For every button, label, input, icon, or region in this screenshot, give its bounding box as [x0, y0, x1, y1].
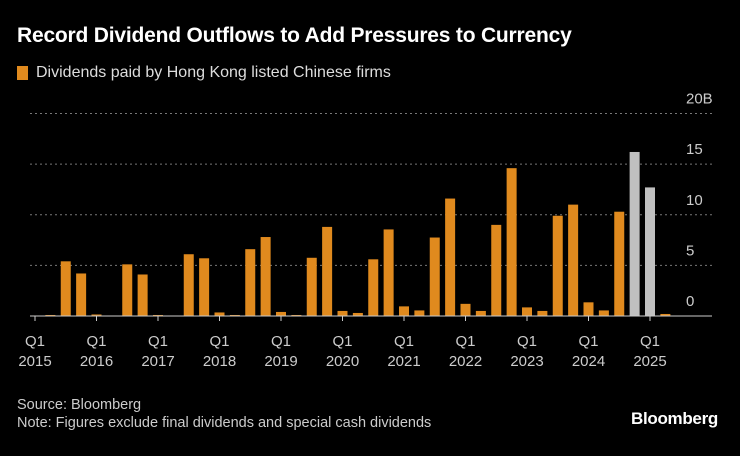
bar-q4-2016	[137, 274, 148, 316]
bar-q3-2024	[614, 211, 625, 316]
x-tick-label-year: 2023	[510, 353, 543, 370]
bar-chart: 0 5 10 15 20B Q1 2015 Q1 2016 Q1 2017 Q1 2018 Q1 2019 Q…	[18, 91, 713, 371]
bar-q1-2021	[399, 306, 409, 316]
bar-q1-2025	[645, 187, 655, 316]
bar-q3-2021	[429, 237, 440, 316]
x-tick-label-quarter: Q1	[148, 333, 168, 350]
bar-q1-2019	[276, 311, 286, 316]
x-tick-label-quarter: Q1	[394, 333, 414, 350]
bar-q3-2019	[306, 257, 317, 316]
bar-q4-2021	[445, 198, 456, 316]
bar-q1-2023	[522, 307, 532, 316]
bar-q2-2025	[660, 313, 671, 316]
x-tick-label-quarter: Q1	[332, 333, 352, 350]
bar-q4-2020	[383, 229, 394, 316]
bar-q2-2018	[229, 314, 240, 316]
x-tick-label-year: 2016	[80, 353, 113, 370]
y-tick-label: 0	[686, 293, 694, 310]
legend-swatch	[17, 66, 28, 80]
bar-q4-2015	[76, 273, 87, 316]
x-tick-label-year: 2025	[633, 353, 666, 370]
bar-q2-2015	[45, 314, 56, 316]
x-tick-label-year: 2020	[326, 353, 359, 370]
bar-q3-2017	[183, 254, 194, 316]
bar-q3-2022	[491, 224, 502, 316]
x-tick-label-quarter: Q1	[517, 333, 537, 350]
x-tick-label-year: 2018	[203, 353, 236, 370]
bar-q4-2024	[629, 151, 640, 316]
x-tick-label-year: 2021	[387, 353, 420, 370]
bar-q3-2016	[122, 264, 133, 316]
bar-q4-2023	[568, 204, 579, 316]
y-tick-label: 15	[686, 141, 703, 158]
x-tick-label-quarter: Q1	[25, 333, 45, 350]
bar-q4-2019	[322, 226, 333, 316]
bar-q2-2021	[414, 310, 425, 316]
bar-q2-2023	[537, 310, 548, 316]
legend: Dividends paid by Hong Kong listed Chine…	[17, 64, 391, 82]
bar-q2-2019	[291, 314, 302, 316]
y-tick-label: 20B	[686, 91, 713, 108]
bar-q1-2017	[153, 314, 163, 316]
bar-q1-2016	[91, 314, 102, 316]
chart-title: Record Dividend Outflows to Add Pressure…	[17, 24, 572, 47]
bar-q4-2018	[260, 237, 271, 316]
bar-q1-2022	[460, 303, 471, 316]
bar-q2-2020	[352, 312, 363, 316]
x-tick-label-year: 2017	[141, 353, 174, 370]
bar-q1-2018	[214, 312, 225, 316]
bar-q2-2022	[475, 310, 486, 316]
bar-q3-2018	[245, 249, 256, 316]
x-tick-label-year: 2015	[18, 353, 51, 370]
x-tick-label-quarter: Q1	[271, 333, 291, 350]
x-tick-label-quarter: Q1	[86, 333, 106, 350]
bar-q3-2023	[552, 215, 563, 316]
bloomberg-logo: Bloomberg	[630, 409, 718, 428]
bar-q2-2024	[598, 310, 609, 316]
x-tick-label-year: 2022	[449, 353, 482, 370]
x-tick-label-year: 2024	[572, 353, 605, 370]
source-text: Source: Bloomberg	[17, 397, 142, 413]
bar-q4-2017	[199, 258, 210, 316]
y-tick-label: 5	[686, 242, 694, 259]
bar-q3-2020	[368, 259, 379, 316]
x-tick-label-quarter: Q1	[578, 333, 598, 350]
note-text: Note: Figures exclude final dividends an…	[17, 415, 432, 431]
bar-q1-2024	[583, 302, 594, 316]
x-tick-label-quarter: Q1	[640, 333, 660, 350]
x-tick-label-quarter: Q1	[455, 333, 475, 350]
x-tick-label-quarter: Q1	[209, 333, 229, 350]
y-tick-label: 10	[686, 192, 703, 209]
legend-label: Dividends paid by Hong Kong listed Chine…	[36, 64, 391, 81]
x-tick-label-year: 2019	[264, 353, 297, 370]
bar-q4-2022	[506, 168, 517, 316]
footnotes: Source: Bloomberg Note: Figures exclude …	[17, 396, 431, 432]
bar-q1-2020	[337, 310, 348, 316]
bar-q3-2015	[60, 261, 71, 316]
